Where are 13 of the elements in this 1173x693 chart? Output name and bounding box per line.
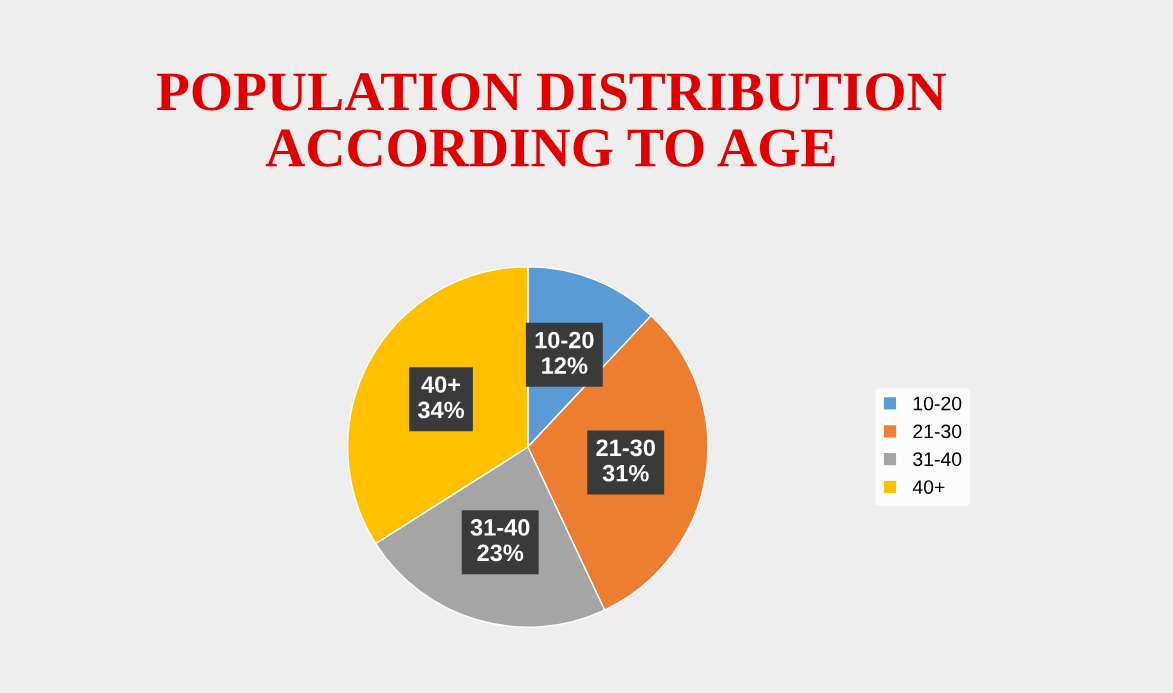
- data-label: 34%: [417, 401, 465, 419]
- legend-label: 31-40: [913, 452, 962, 467]
- slice-label: 21-30: [596, 439, 655, 457]
- slice-label: 31-40: [470, 519, 530, 536]
- data-label: 23%: [477, 544, 524, 562]
- data-label: 31%: [602, 464, 649, 482]
- slice-label: 40+: [421, 376, 461, 393]
- slice-label: 10-20: [535, 331, 594, 349]
- data-label: 12%: [542, 357, 588, 374]
- legend-label: 40+: [912, 480, 945, 494]
- legend-label: 10-20: [913, 396, 962, 411]
- legend-label: 21-30: [913, 424, 962, 439]
- chart-title: POPULATION DISTRIBUTION ACCORDING TO AGE: [156, 73, 946, 167]
